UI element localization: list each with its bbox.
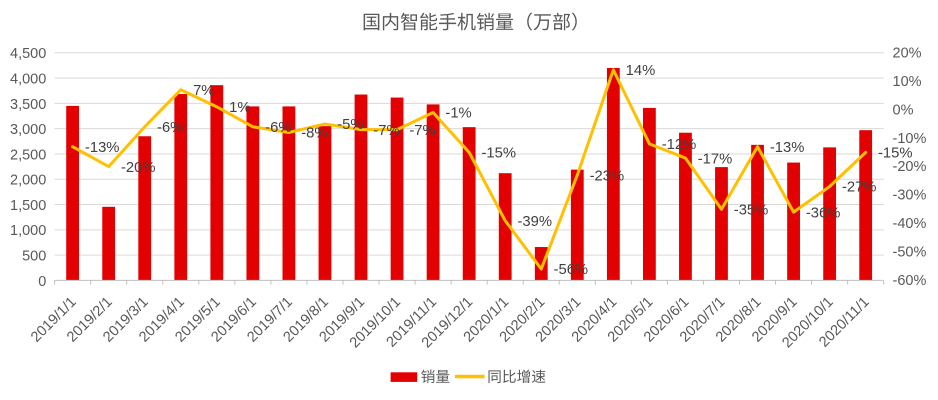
svg-text:-10%: -10% <box>893 131 927 147</box>
svg-text:-15%: -15% <box>878 146 913 162</box>
svg-text:4,000: 4,000 <box>10 71 46 87</box>
svg-text:-1%: -1% <box>445 106 471 122</box>
svg-text:14%: 14% <box>626 63 656 79</box>
svg-text:-15%: -15% <box>481 146 516 162</box>
svg-text:-40%: -40% <box>893 216 927 232</box>
svg-text:2,000: 2,000 <box>10 173 46 189</box>
svg-text:-6%: -6% <box>265 120 291 136</box>
svg-text:-35%: -35% <box>734 202 769 218</box>
svg-text:-13%: -13% <box>770 140 805 156</box>
svg-text:3,500: 3,500 <box>10 97 46 113</box>
svg-text:10%: 10% <box>893 74 922 90</box>
svg-text:-20%: -20% <box>893 159 927 175</box>
svg-text:7%: 7% <box>193 83 214 99</box>
svg-text:-8%: -8% <box>301 126 327 142</box>
svg-text:-23%: -23% <box>590 168 625 184</box>
svg-text:-17%: -17% <box>698 151 733 167</box>
svg-text:1,500: 1,500 <box>10 198 46 214</box>
svg-text:-56%: -56% <box>554 262 589 278</box>
svg-text:-27%: -27% <box>842 180 877 196</box>
svg-text:-20%: -20% <box>121 160 156 176</box>
svg-text:1%: 1% <box>229 100 250 116</box>
svg-text:0: 0 <box>38 274 46 290</box>
svg-text:500: 500 <box>22 249 46 265</box>
svg-text:3,000: 3,000 <box>10 122 46 138</box>
svg-text:-12%: -12% <box>662 137 697 153</box>
svg-text:2,500: 2,500 <box>10 147 46 163</box>
svg-text:-5%: -5% <box>337 117 363 133</box>
svg-text:-50%: -50% <box>893 245 927 261</box>
svg-text:-36%: -36% <box>806 205 841 221</box>
svg-text:4,500: 4,500 <box>10 46 46 62</box>
svg-text:-6%: -6% <box>157 120 183 136</box>
svg-text:0%: 0% <box>893 102 914 118</box>
svg-text:-39%: -39% <box>518 214 553 230</box>
svg-text:20%: 20% <box>893 45 922 61</box>
svg-text:-60%: -60% <box>893 273 927 289</box>
svg-text:1,000: 1,000 <box>10 223 46 239</box>
svg-text:-13%: -13% <box>85 140 120 156</box>
svg-text:-30%: -30% <box>893 188 927 204</box>
svg-text:-7%: -7% <box>373 123 399 139</box>
svg-text:-7%: -7% <box>409 123 435 139</box>
